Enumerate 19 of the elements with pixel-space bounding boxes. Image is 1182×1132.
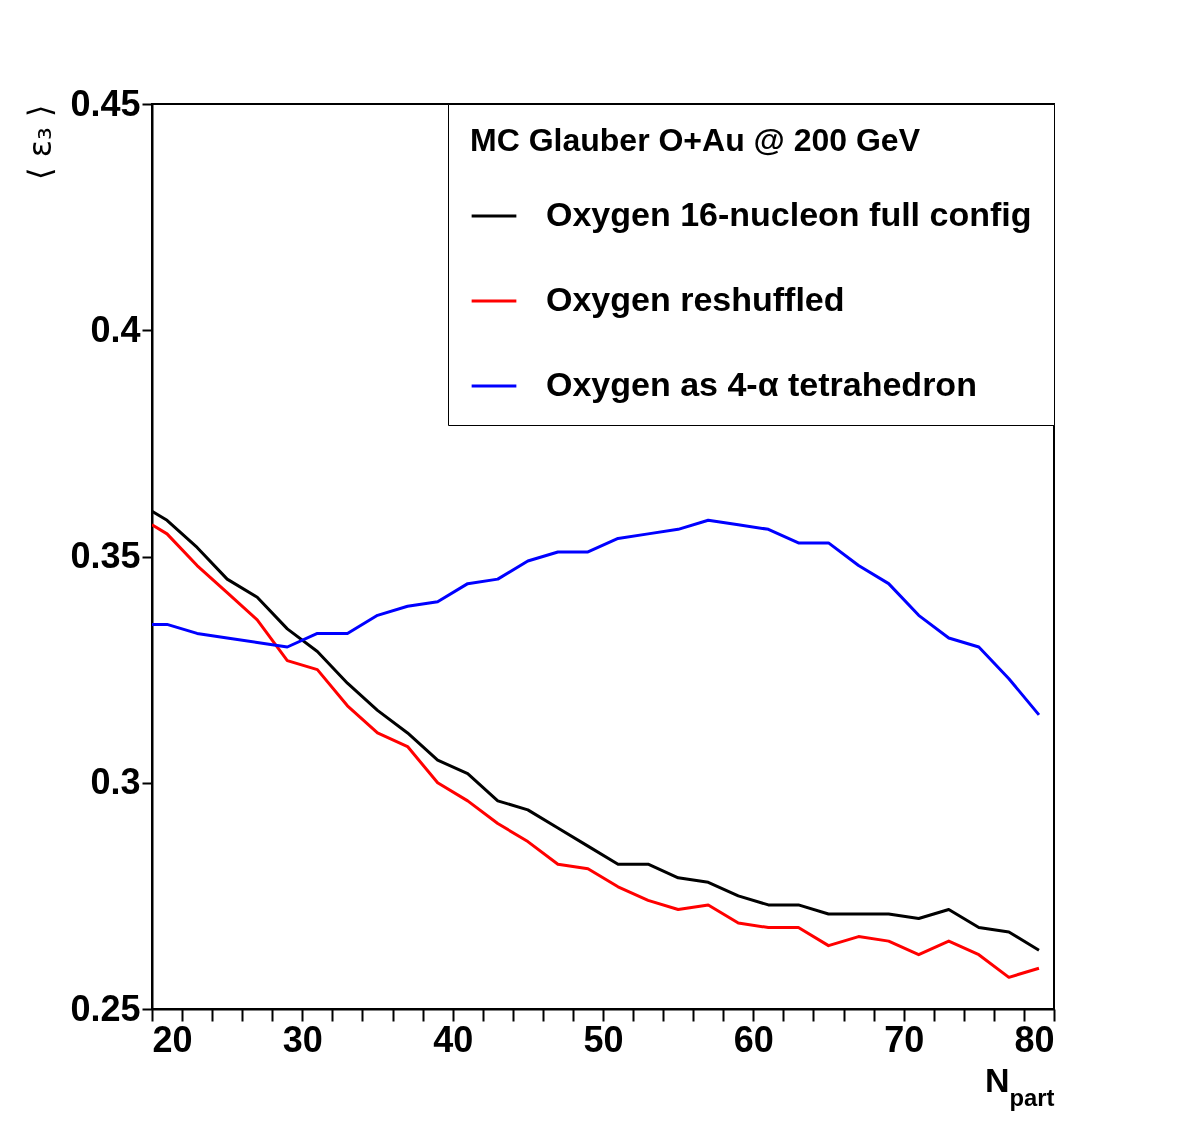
y-tick-label: 0.25 bbox=[70, 987, 141, 1029]
legend-label: Oxygen as 4-α tetrahedron bbox=[546, 365, 977, 403]
x-axis-title: N$_{part}$ bbox=[984, 1060, 1055, 1110]
y-tick-label: 0.45 bbox=[70, 82, 141, 124]
x-tick-label: 30 bbox=[282, 1018, 323, 1060]
legend-label: Oxygen reshuffled bbox=[546, 280, 845, 318]
y-tick-label: 0.35 bbox=[70, 535, 141, 576]
x-tick-label: 80 bbox=[1014, 1018, 1055, 1060]
y-tick-label: 0.4 bbox=[90, 308, 141, 350]
y-axis-title: ⟨ ε₃ ⟩ bbox=[21, 104, 60, 180]
y-tick-label: 0.3 bbox=[90, 761, 141, 803]
x-tick-label: 70 bbox=[884, 1018, 925, 1060]
legend-title: MC Glauber O+Au @ 200 GeV bbox=[470, 122, 921, 158]
x-tick-label: 50 bbox=[583, 1018, 624, 1060]
line-series bbox=[152, 518, 1041, 717]
x-tick-label: 40 bbox=[433, 1018, 474, 1060]
legend-label: Oxygen 16-nucleon full config bbox=[546, 195, 1032, 233]
x-tick-label: 60 bbox=[733, 1018, 774, 1060]
x-tick-label: 20 bbox=[152, 1018, 193, 1060]
